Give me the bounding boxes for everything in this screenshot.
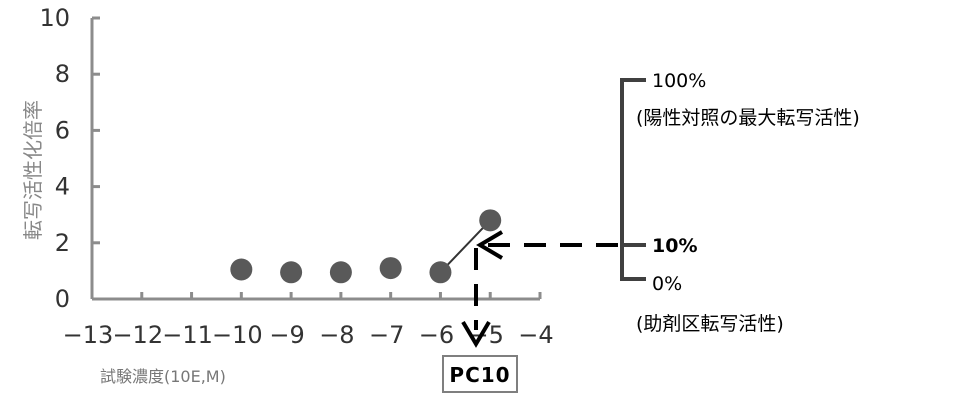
y-tick-label: 4 — [55, 173, 70, 201]
data-point — [379, 257, 402, 280]
pc10-box — [442, 355, 518, 393]
scale-top-label: 100% — [652, 70, 706, 92]
x-tick-label: −7 — [369, 321, 404, 349]
x-axis-title: 試験濃度(10E,M) — [100, 367, 226, 386]
data-points — [230, 209, 502, 284]
x-tick-label: −6 — [419, 321, 454, 349]
vertical-arrowhead — [461, 320, 491, 348]
scale-mid-label: 10% — [652, 235, 697, 257]
data-point — [230, 258, 253, 281]
x-tick-label: −9 — [269, 321, 304, 349]
scale-top-note: (陽性対照の最大転写活性) — [636, 107, 860, 129]
x-ticks: −13 −12 −11 −10 −9 −8 −7 −6 −5 −4 — [63, 292, 554, 349]
x-tick-label: −4 — [518, 321, 553, 349]
x-tick-label: −11 — [162, 321, 213, 349]
data-point — [429, 261, 452, 284]
scale-bottom-label: 0% — [652, 273, 682, 295]
horizontal-arrowhead — [476, 230, 504, 260]
y-tick-label: 10 — [39, 4, 70, 32]
y-axis-title: 転写活性化倍率 — [21, 100, 45, 240]
y-tick-label: 8 — [55, 60, 70, 88]
x-tick-label: −13 — [63, 321, 114, 349]
y-tick-label: 0 — [55, 285, 70, 313]
x-tick-label: −8 — [319, 321, 354, 349]
y-tick-label: 2 — [55, 229, 70, 257]
x-tick-label: −12 — [112, 321, 163, 349]
scale-bottom-note: (助剤区転写活性) — [636, 313, 784, 335]
scale-bracket — [620, 78, 646, 281]
trend-segment — [439, 219, 491, 273]
y-ticks: 0 2 4 6 8 10 — [39, 4, 100, 313]
pc10-label: PC10 — [449, 363, 510, 387]
data-point — [329, 261, 352, 284]
data-point — [479, 209, 502, 232]
x-tick-label: −10 — [212, 321, 263, 349]
y-tick-label: 6 — [55, 116, 70, 144]
data-point — [280, 261, 303, 284]
